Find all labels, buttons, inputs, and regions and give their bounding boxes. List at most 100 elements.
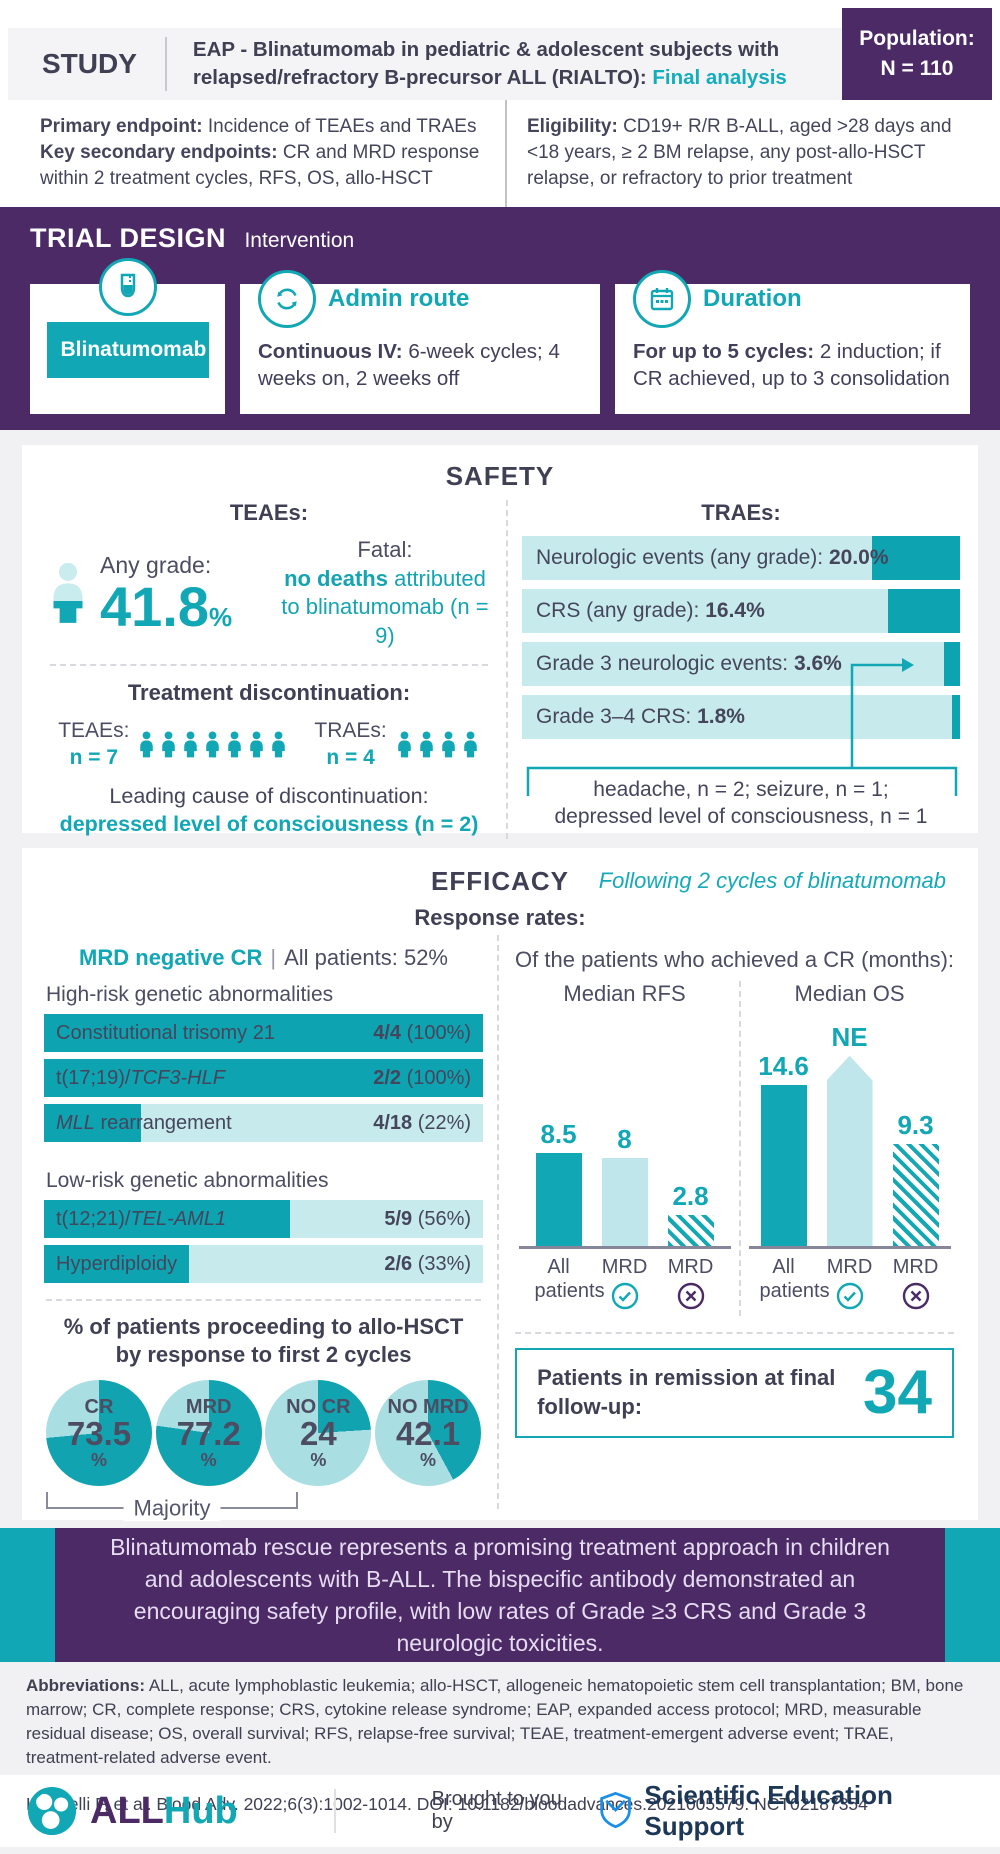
divider xyxy=(333,1789,336,1833)
fatal-rest: attributed to blinatumomab (n = 9) xyxy=(281,565,489,648)
study-title-text: EAP - Blinatumomab in pediatric & adoles… xyxy=(192,38,780,89)
cr-outcomes-heading: Of the patients who achieved a CR (month… xyxy=(515,947,955,972)
trial-design-section: TRIAL DESIGN Intervention Blinatumomab A… xyxy=(0,207,1000,430)
duration-rest: 2 induction; if CR achieved, up to 3 con… xyxy=(633,340,950,391)
endpoints: Primary endpoint: Incidence of TEAEs and… xyxy=(8,100,505,207)
genetic-bar-fraction: 2/6 xyxy=(384,1252,413,1275)
discontinuation-heading: Treatment discontinuation: xyxy=(127,680,411,706)
bar-value: 8.5 xyxy=(540,1118,577,1149)
grade3-note-line2: depressed level of consciousness, n = 1 xyxy=(554,805,928,829)
trae-bar-value: 20.0% xyxy=(828,546,889,569)
reference-citation: Locatelli F, et al. Blood Adv. 2022;6(3)… xyxy=(26,1793,868,1814)
efficacy-section: EFFICACY Following 2 cycles of blinatumo… xyxy=(22,848,978,1522)
leading-cause-value: depressed level of consciousness (n = 2) xyxy=(59,811,479,836)
duration-card: Duration For up to 5 cycles: 2 induction… xyxy=(615,270,970,414)
bar-value: NE xyxy=(831,1021,868,1052)
response-rates-heading: Response rates: xyxy=(414,905,586,930)
traes-disc-n: n = 4 xyxy=(326,745,375,769)
genetic-bar-fraction: 4/4 xyxy=(373,1021,402,1044)
secondary-endpoint-text: CR and MRD response within 2 treatment c… xyxy=(40,142,480,190)
pie-value: 24 xyxy=(300,1414,337,1452)
trae-bar-fill xyxy=(888,589,960,633)
high-risk-heading: High-risk genetic abnormalities xyxy=(46,983,334,1006)
drug-name: Blinatumomab xyxy=(46,322,209,378)
hsct-heading-line1: % of patients proceeding to allo-HSCT xyxy=(63,1314,464,1339)
median-os-chart: Median OS 14.6 NE xyxy=(738,981,951,1316)
pie-value: 73.5 xyxy=(66,1414,132,1452)
genetic-bar-fill xyxy=(44,1104,141,1142)
admin-route-card: Admin route Continuous IV: 6-week cycles… xyxy=(240,270,600,414)
cat-mrd-check: MRD xyxy=(826,1255,874,1316)
calendar-icon xyxy=(633,270,691,328)
trae-bar: CRS (any grade): 16.4% xyxy=(521,589,960,633)
remission-label: Patients in remission at final follow-up… xyxy=(537,1365,836,1419)
median-os-title: Median OS xyxy=(794,981,905,1006)
study-title: EAP - Blinatumomab in pediatric & adoles… xyxy=(193,36,793,91)
trae-bar: Neurologic events (any grade): 20.0% xyxy=(521,536,960,580)
person-half-icon xyxy=(53,563,83,624)
genetic-bar-fraction: 2/2 xyxy=(373,1066,402,1089)
any-grade-number: 41.8 xyxy=(100,574,209,638)
pie-unit: % xyxy=(420,1450,437,1471)
iv-bag-icon xyxy=(98,258,157,316)
cross-circle-icon xyxy=(892,1282,940,1316)
bar-mrd-positive xyxy=(601,1158,648,1246)
divider xyxy=(50,664,488,667)
secondary-endpoint-label: Key secondary endpoints: xyxy=(40,142,283,164)
pie-unit: % xyxy=(310,1450,327,1471)
person-icon xyxy=(397,731,411,758)
study-title-highlight: Final analysis xyxy=(652,66,787,89)
pie-no-cr: NO CR 24 % xyxy=(265,1380,372,1486)
teaes-pictograms xyxy=(137,731,288,758)
genetic-bar-fill xyxy=(44,1059,484,1097)
footer: ALLHub Brought to you by Scientific Educ… xyxy=(0,1775,1000,1847)
median-rfs-title: Median RFS xyxy=(563,981,686,1006)
divider xyxy=(497,935,500,1509)
genetic-bar: t(12;21)/TEL-AML1 5/9 (56%) xyxy=(44,1200,484,1238)
trial-design-title: TRIAL DESIGN xyxy=(30,223,227,253)
any-grade-unit: % xyxy=(209,601,233,632)
trae-bar-value: 3.6% xyxy=(793,652,842,675)
cat-mrd-check: MRD xyxy=(601,1255,649,1316)
trial-design-subtitle: Intervention xyxy=(244,229,355,252)
teaes-heading: TEAEs: xyxy=(229,500,309,525)
fatal-text: no deaths attributed to blinatumomab (n … xyxy=(278,565,492,651)
leading-cause: Leading cause of discontinuation: depres… xyxy=(46,783,492,839)
shield-icon xyxy=(600,1791,632,1829)
teaes-disc-n: n = 7 xyxy=(69,745,119,769)
bar-all-patients xyxy=(535,1152,582,1246)
fatal-label: Fatal: xyxy=(357,537,413,562)
allhub-icon xyxy=(27,1786,77,1836)
person-icon xyxy=(419,731,433,758)
teaes-disc-label: TEAEs: xyxy=(58,719,130,743)
divider xyxy=(515,1332,954,1334)
divider xyxy=(505,500,508,839)
divider xyxy=(164,37,167,91)
trae-bar-value: 1.8% xyxy=(697,705,745,728)
ses-text: Scientific Education Support xyxy=(644,1780,893,1841)
genetic-bar-gene: TCF3-HLF xyxy=(130,1066,225,1089)
genetic-bar-label: Hyperdiploidy xyxy=(56,1252,178,1275)
abbreviations-label: Abbreviations: xyxy=(26,1676,146,1695)
mrd-cr-heading: MRD negative CR | All patients: 52% xyxy=(79,945,448,970)
traes-disc-label: TRAEs: xyxy=(314,719,387,743)
bar-mrd-positive-ne xyxy=(826,1055,873,1246)
eligibility-text: CD19+ R/R B-ALL, aged >28 days and <18 y… xyxy=(527,116,952,190)
safety-section: SAFETY TEAEs: Any grade: xyxy=(22,445,978,839)
genetic-bar-gene: TEL-AML1 xyxy=(130,1207,227,1230)
hsct-heading: % of patients proceeding to allo-HSCT by… xyxy=(44,1313,483,1368)
brought-to-you-by: Brought to you by xyxy=(431,1788,562,1833)
drug-card: Blinatumomab xyxy=(30,258,225,414)
person-icon xyxy=(250,731,264,758)
genetic-bar-pct: (56%) xyxy=(412,1207,472,1230)
summary-text: Blinatumomab rescue represents a promisi… xyxy=(110,1533,890,1657)
pie-label: NO CR xyxy=(286,1395,351,1418)
cat-mrd-cross: MRD xyxy=(892,1255,940,1316)
safety-title: SAFETY xyxy=(445,461,555,491)
brand-hub: Hub xyxy=(163,1789,238,1832)
leading-cause-label: Leading cause of discontinuation: xyxy=(109,783,429,808)
cat-mrd-cross: MRD xyxy=(667,1255,715,1316)
person-icon xyxy=(184,731,198,758)
efficacy-subtitle: Following 2 cycles of blinatumomab xyxy=(598,868,946,893)
admin-route-heading: Admin route xyxy=(328,285,470,312)
